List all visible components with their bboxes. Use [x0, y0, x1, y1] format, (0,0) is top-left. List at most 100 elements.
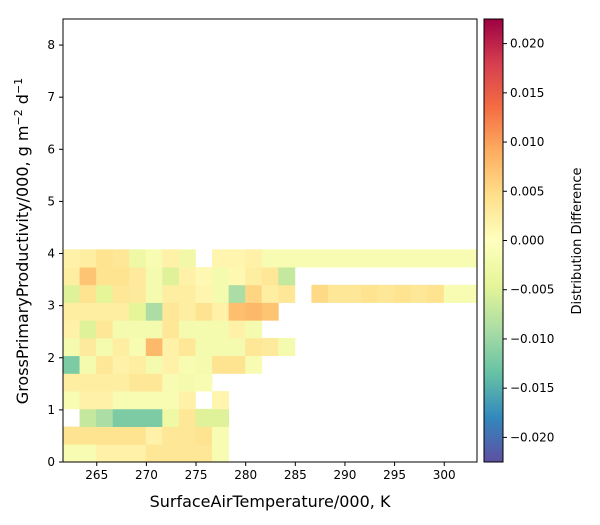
heatmap-cell	[145, 284, 163, 303]
x-tick-label: 270	[135, 468, 158, 482]
heatmap-cell	[112, 355, 130, 374]
heatmap-cell	[145, 373, 163, 392]
heatmap-cell	[63, 426, 80, 445]
heatmap-cell	[311, 284, 329, 303]
heatmap-cell	[63, 355, 80, 374]
heatmap-cell	[178, 267, 196, 286]
heatmap-cell	[212, 337, 229, 357]
heatmap-cell	[261, 284, 279, 303]
heatmap-cell	[178, 320, 196, 339]
heatmap-cell	[162, 444, 180, 463]
heatmap-cell	[212, 320, 229, 339]
heatmap-cell	[212, 267, 229, 286]
colorbar-tick-label: −0.005	[510, 283, 554, 297]
heatmap-cell	[460, 249, 478, 268]
colorbar-tick-label: −0.015	[510, 381, 554, 395]
heatmap-cell	[145, 444, 163, 463]
heatmap-cell	[278, 284, 296, 303]
heatmap-cell	[96, 373, 114, 392]
heatmap-cell	[63, 337, 80, 357]
heatmap-cell	[63, 302, 80, 321]
heatmap-cell	[195, 267, 213, 286]
heatmap-cell	[245, 355, 263, 374]
x-tick-label: 280	[234, 468, 257, 482]
heatmap-cell	[212, 355, 229, 374]
heatmap-cell	[145, 426, 163, 445]
heatmap-cell	[294, 249, 312, 268]
heatmap-cell	[112, 373, 130, 392]
heatmap-cell	[162, 302, 180, 321]
y-tick-label: 8	[47, 38, 55, 52]
heatmap-cell	[79, 284, 97, 303]
heatmap-cell	[212, 391, 229, 410]
heatmap-cell	[63, 267, 80, 286]
heatmap-cell	[410, 284, 428, 303]
heatmap-cell	[195, 355, 213, 374]
heatmap-cell	[79, 249, 97, 268]
y-tick-label: 3	[47, 299, 55, 313]
heatmap-cell	[79, 373, 97, 392]
y-tick-label: 2	[47, 351, 55, 365]
heatmap-cell	[112, 249, 130, 268]
heatmap-cell	[311, 249, 329, 268]
heatmap-cell	[129, 302, 147, 321]
heatmap-cell	[63, 284, 80, 303]
heatmap-cell	[63, 444, 80, 463]
heatmap-cell	[228, 267, 246, 286]
heatmap-cell	[443, 284, 461, 303]
y-tick-label: 7	[47, 90, 55, 104]
heatmap-cell	[129, 426, 147, 445]
heatmap-cell	[377, 249, 395, 268]
y-axis: 0 1 2 3 4 5 6 7 8	[47, 38, 63, 469]
heatmap-cell	[96, 355, 114, 374]
heatmap-cell	[178, 444, 196, 463]
heatmap-cell	[212, 249, 229, 268]
heatmap-cell	[344, 284, 362, 303]
heatmap-cell	[195, 408, 213, 427]
heatmap-cell	[178, 249, 196, 268]
heatmap-cell	[394, 249, 412, 268]
heatmap-cell	[79, 408, 97, 427]
heatmap-cell	[162, 391, 180, 410]
heatmap-cell	[228, 320, 246, 339]
heatmap-cell	[79, 320, 97, 339]
heatmap-cell	[212, 302, 229, 321]
heatmap-cell	[162, 337, 180, 357]
heatmap-cell	[245, 284, 263, 303]
heatmap-cell	[129, 444, 147, 463]
heatmap-cell	[195, 302, 213, 321]
heatmap-cell	[112, 444, 130, 463]
y-tick-label: 5	[47, 194, 55, 208]
heatmap-cell	[112, 391, 130, 410]
y-axis-label: GrossPrimaryProductivity/000, g m−2 d−1	[12, 78, 32, 404]
heatmap-cell	[112, 267, 130, 286]
heatmap-cell	[410, 249, 428, 268]
heatmap-cell	[377, 284, 395, 303]
heatmap-cell	[344, 249, 362, 268]
heatmap-cell	[96, 391, 114, 410]
heatmap-cell	[195, 320, 213, 339]
heatmap-cell	[278, 249, 296, 268]
y-tick-label: 0	[47, 455, 55, 469]
heatmap-cell	[96, 337, 114, 357]
heatmap-cell	[261, 249, 279, 268]
heatmap-cell	[245, 337, 263, 357]
heatmap-cell	[178, 337, 196, 357]
heatmap-cell	[79, 426, 97, 445]
heatmap-cell	[178, 284, 196, 303]
heatmap-cell	[145, 302, 163, 321]
heatmap-cell	[129, 320, 147, 339]
colorbar-tick-label: −0.020	[510, 430, 554, 444]
heatmap-cell	[212, 408, 229, 427]
heatmap-cell	[145, 267, 163, 286]
x-tick-label: 285	[284, 468, 307, 482]
heatmap-cell	[63, 249, 80, 268]
colorbar-tick-label: 0.010	[510, 135, 544, 149]
heatmap-cell	[63, 391, 80, 410]
heatmap-cell	[178, 408, 196, 427]
heatmap-cell	[162, 408, 180, 427]
heatmap-cell	[195, 284, 213, 303]
heatmap-cell	[145, 320, 163, 339]
heatmap-cell	[129, 355, 147, 374]
